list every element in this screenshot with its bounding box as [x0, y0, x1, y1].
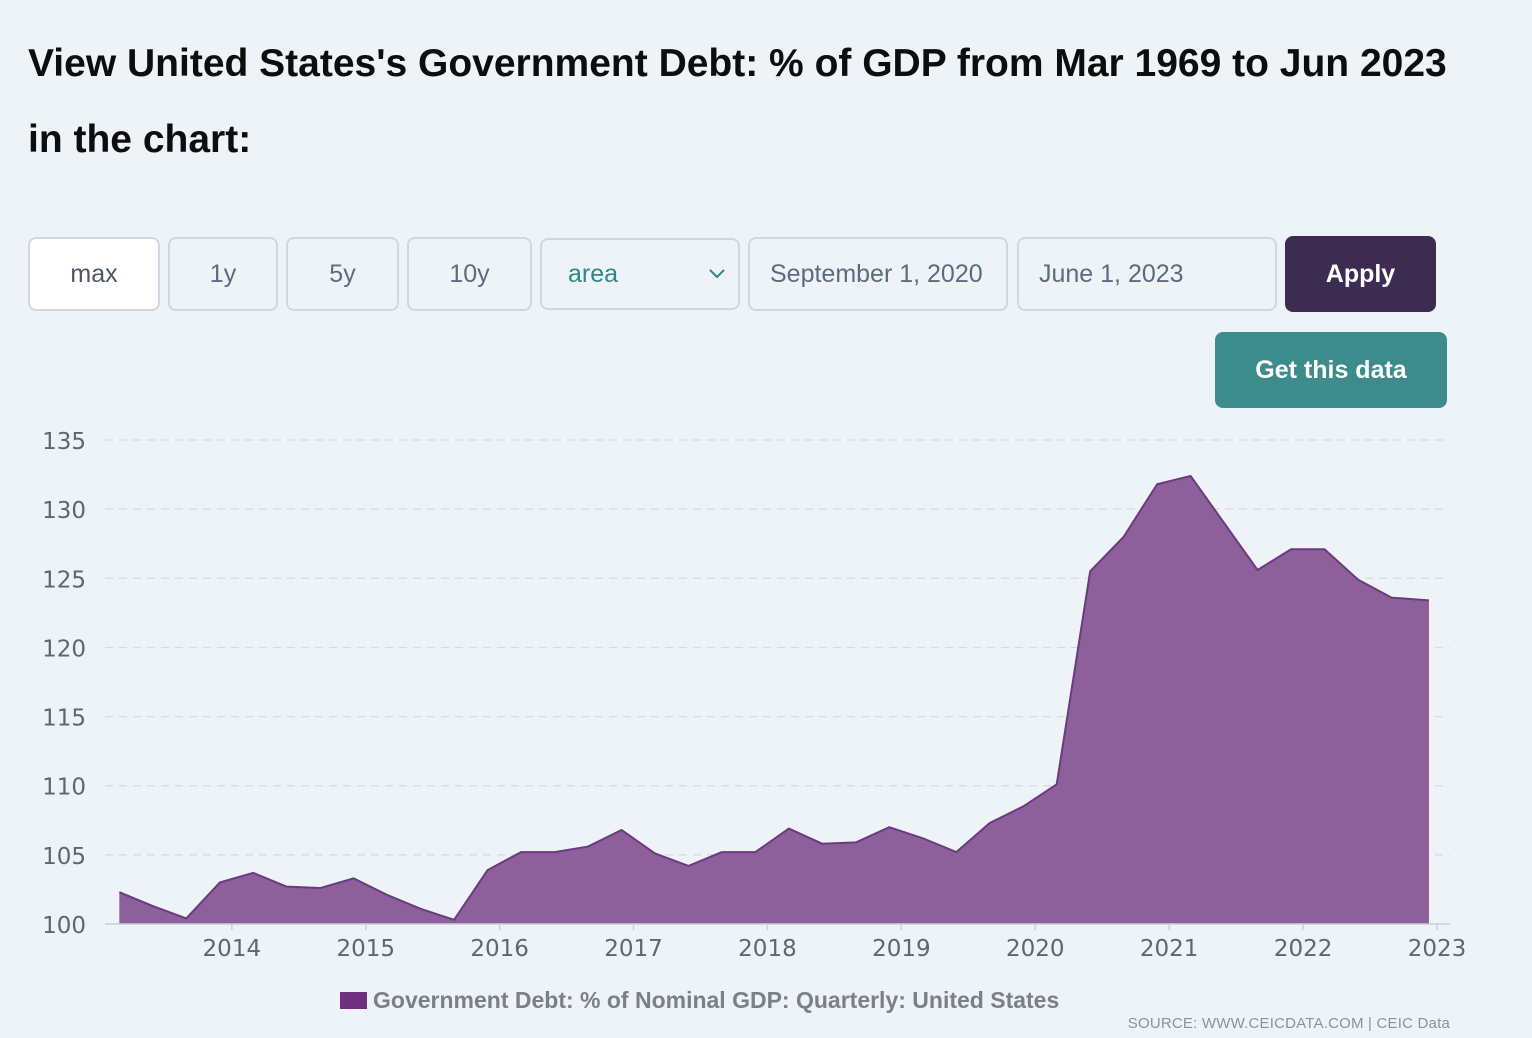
range-button-10y[interactable]: 10y	[407, 237, 532, 311]
data-point[interactable]	[1288, 546, 1294, 552]
data-point[interactable]	[1054, 781, 1060, 787]
data-point[interactable]	[853, 839, 859, 845]
data-point[interactable]	[886, 824, 892, 830]
series-line	[118, 474, 1430, 921]
data-point[interactable]	[518, 849, 524, 855]
data-point[interactable]	[317, 885, 323, 891]
data-point[interactable]	[1426, 597, 1432, 603]
data-point[interactable]	[1355, 577, 1361, 583]
data-point[interactable]	[685, 863, 691, 869]
apply-button[interactable]: Apply	[1285, 236, 1436, 312]
end-date-input[interactable]: June 1, 2023	[1017, 237, 1277, 311]
data-point[interactable]	[920, 835, 926, 841]
x-tick-label: 2020	[1006, 936, 1065, 962]
chart-type-select[interactable]: area	[540, 238, 740, 310]
legend-label: Government Debt: % of Nominal GDP: Quart…	[373, 986, 1060, 1013]
y-tick-label: 135	[42, 429, 86, 455]
y-tick-label: 125	[42, 567, 86, 593]
data-point[interactable]	[1154, 481, 1160, 487]
legend-swatch	[340, 991, 367, 1009]
data-point[interactable]	[150, 903, 156, 909]
data-point[interactable]	[485, 867, 491, 873]
series-area	[118, 474, 1430, 924]
start-date-value: September 1, 2020	[770, 259, 983, 288]
data-point[interactable]	[987, 820, 993, 826]
x-axis-ticks: 2014 2015 2016 2017 2018 2019 2020 2021 2022 2023	[203, 924, 1467, 962]
end-date-value: June 1, 2023	[1039, 259, 1184, 288]
data-point[interactable]	[1322, 546, 1328, 552]
x-tick-label: 2022	[1274, 936, 1333, 962]
data-point[interactable]	[284, 884, 290, 890]
y-tick-label: 110	[42, 775, 86, 801]
data-point[interactable]	[183, 915, 189, 921]
data-point[interactable]	[1255, 567, 1261, 573]
data-point[interactable]	[351, 875, 357, 881]
chart-type-value: area	[568, 259, 619, 288]
data-point[interactable]	[250, 870, 256, 876]
x-tick-label: 2017	[604, 936, 663, 962]
data-point[interactable]	[418, 906, 424, 912]
data-point[interactable]	[618, 827, 624, 833]
data-point[interactable]	[1121, 534, 1127, 540]
x-tick-label: 2021	[1140, 936, 1199, 962]
data-point[interactable]	[819, 841, 825, 847]
x-tick-label: 2016	[470, 936, 529, 962]
data-point[interactable]	[953, 849, 959, 855]
x-tick-label: 2019	[872, 936, 931, 962]
range-button-1y[interactable]: 1y	[168, 237, 278, 311]
chevron-down-icon	[708, 268, 726, 280]
chart-legend[interactable]: Government Debt: % of Nominal GDP: Quart…	[340, 984, 1059, 1016]
data-point[interactable]	[786, 826, 792, 832]
series-area-fill	[119, 475, 1429, 924]
data-point[interactable]	[1221, 520, 1227, 526]
x-tick-label: 2023	[1408, 936, 1467, 962]
x-tick-label: 2018	[738, 936, 797, 962]
data-point[interactable]	[451, 917, 457, 923]
y-axis-ticks: 100 105 110 115 120 125 130 135	[42, 429, 86, 939]
data-point[interactable]	[217, 880, 223, 886]
source-credit: SOURCE: WWW.CEICDATA.COM | CEIC Data	[1127, 1015, 1450, 1032]
x-tick-label: 2014	[203, 936, 262, 962]
y-tick-label: 105	[42, 844, 86, 870]
start-date-input[interactable]: September 1, 2020	[748, 237, 1008, 311]
data-point[interactable]	[752, 849, 758, 855]
data-point[interactable]	[116, 889, 122, 895]
x-tick-label: 2015	[336, 936, 395, 962]
y-tick-label: 115	[42, 706, 86, 732]
y-tick-label: 120	[42, 636, 86, 662]
data-point[interactable]	[1388, 595, 1394, 601]
range-button-max[interactable]: max	[28, 237, 160, 311]
range-button-5y[interactable]: 5y	[286, 237, 399, 311]
y-tick-label: 100	[42, 913, 86, 939]
data-point[interactable]	[652, 850, 658, 856]
data-point[interactable]	[585, 844, 591, 850]
data-point[interactable]	[1087, 568, 1093, 574]
data-point[interactable]	[719, 849, 725, 855]
data-point[interactable]	[1020, 803, 1026, 809]
page-title: View United States's Government Debt: % …	[28, 42, 1447, 161]
data-point[interactable]	[1188, 473, 1194, 479]
get-this-data-button[interactable]: Get this data	[1215, 332, 1447, 408]
data-point[interactable]	[384, 892, 390, 898]
data-point[interactable]	[552, 849, 558, 855]
y-tick-label: 130	[42, 498, 86, 524]
